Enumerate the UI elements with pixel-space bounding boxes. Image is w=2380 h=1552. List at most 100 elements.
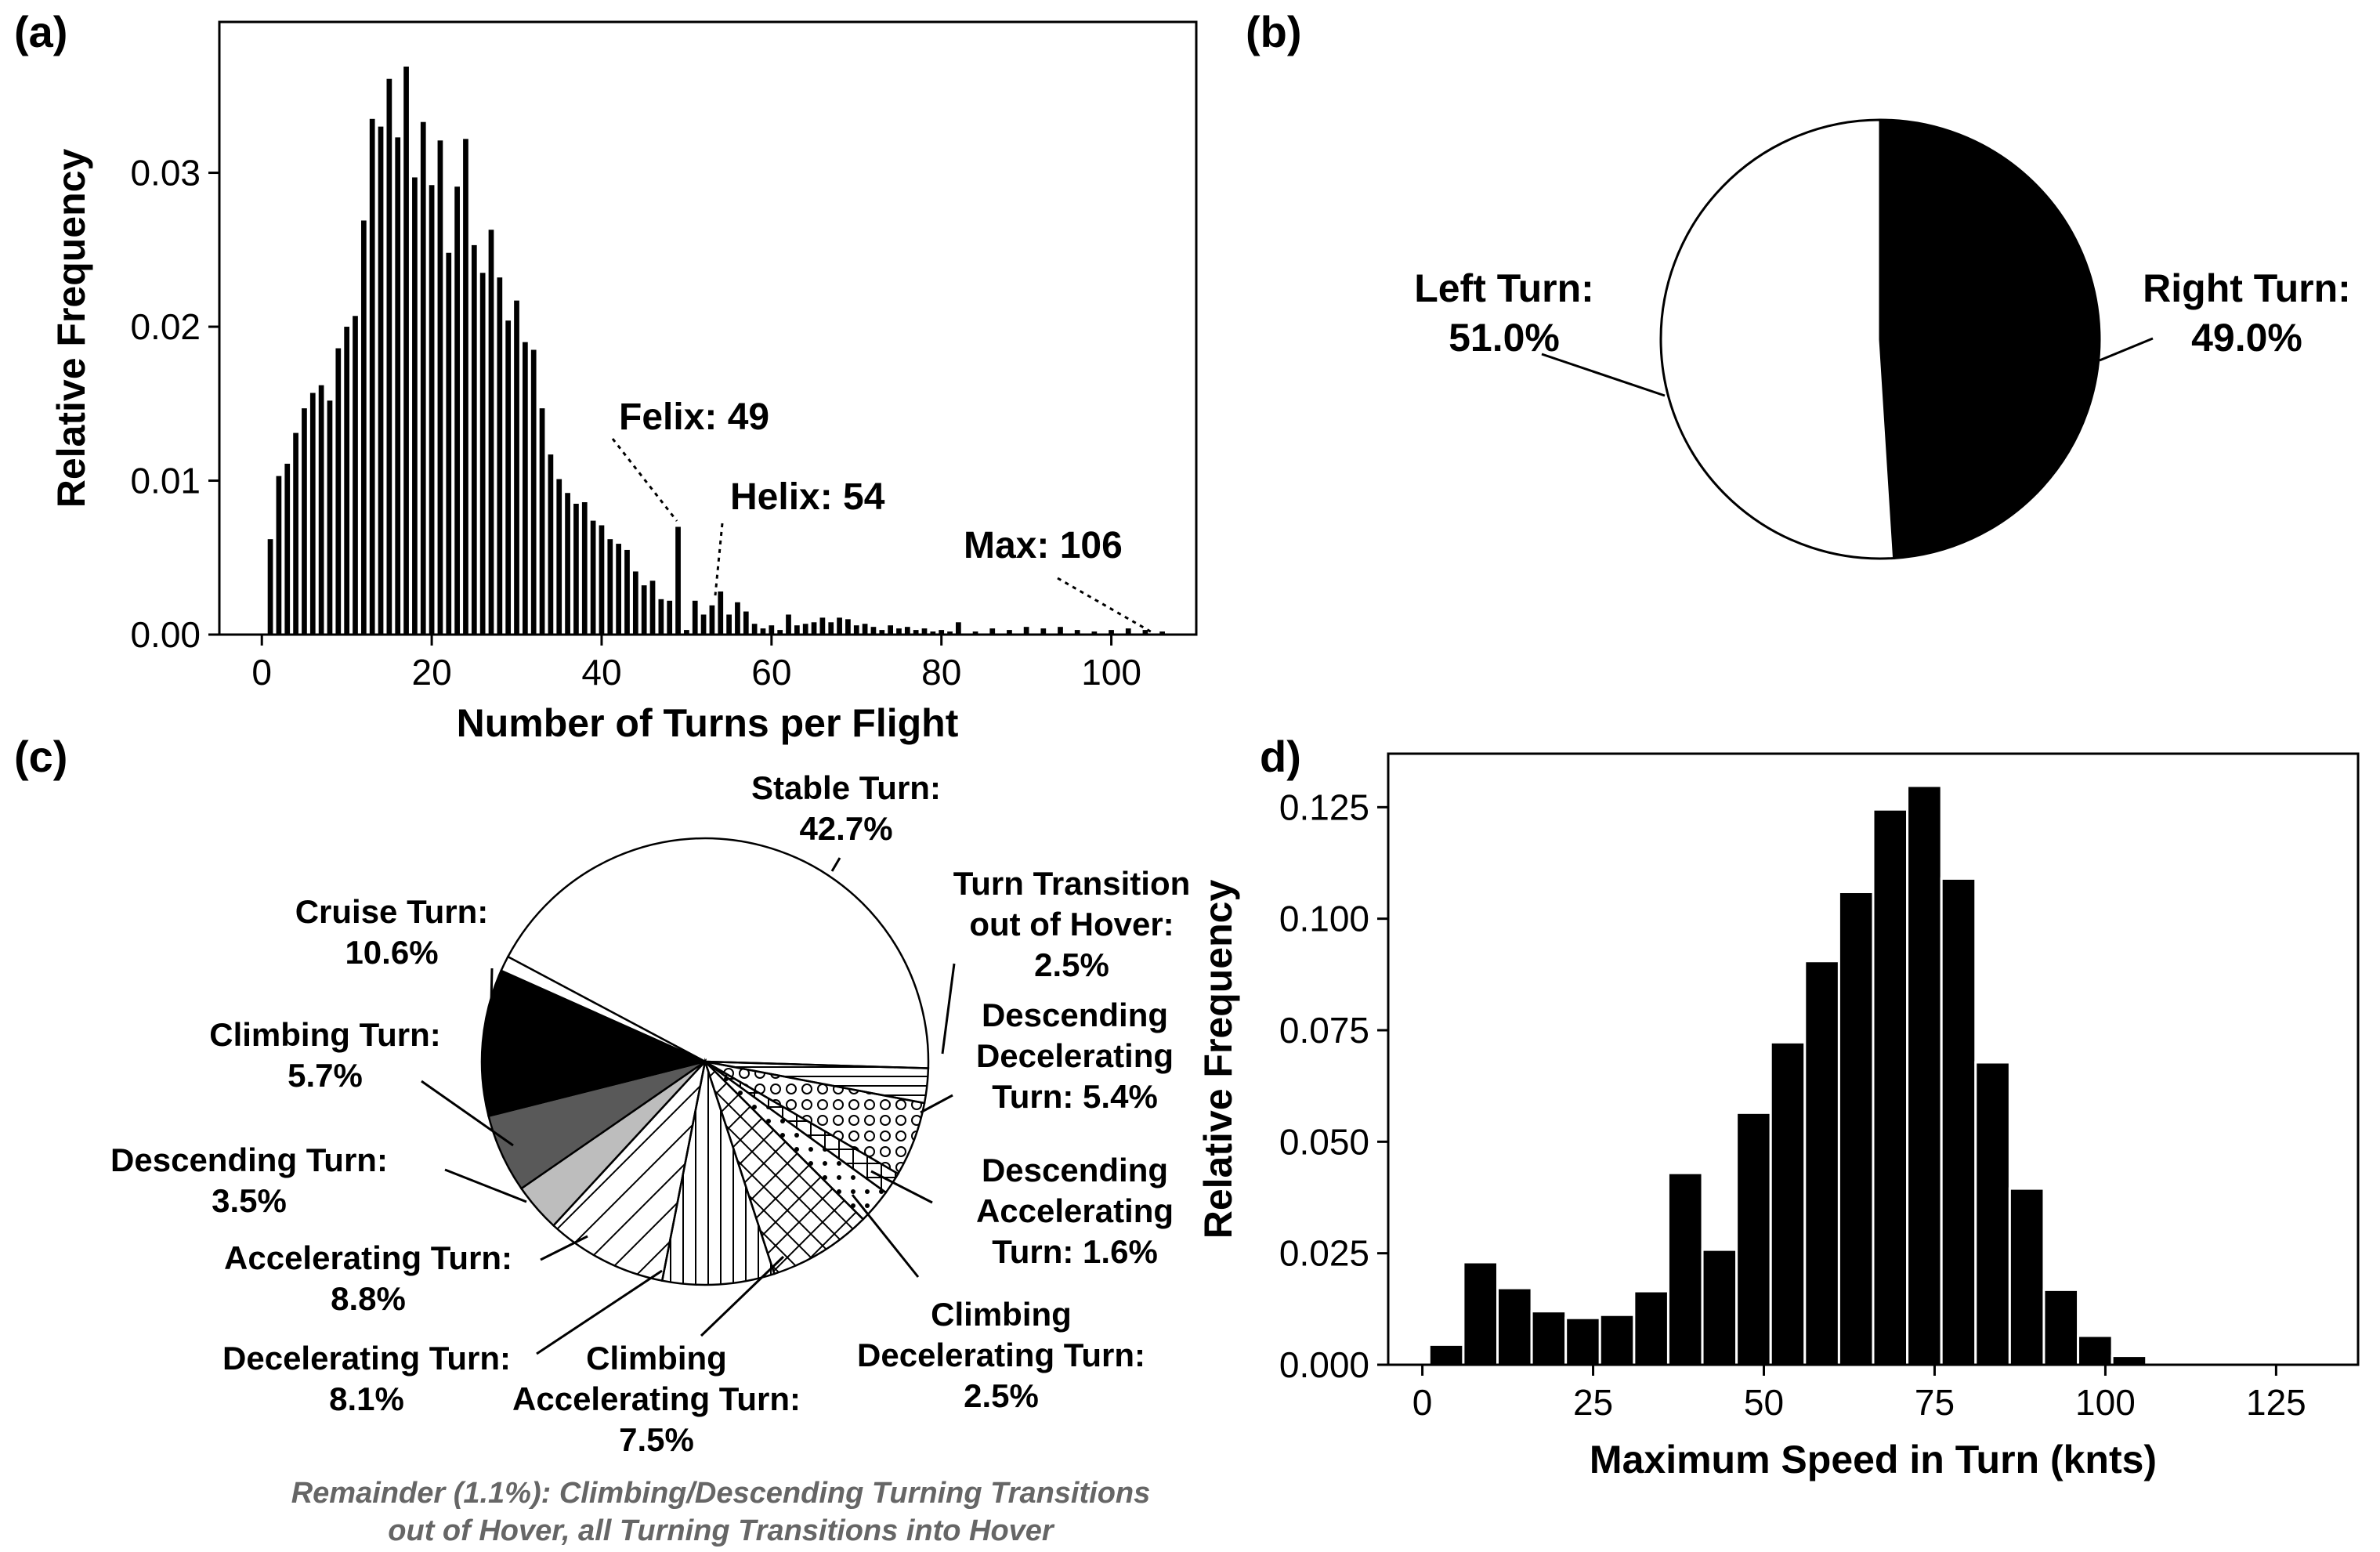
chart-a-ytick-label: 0.00 xyxy=(130,614,201,655)
chart-a-bar xyxy=(802,624,808,635)
chart-a-bar xyxy=(845,619,851,635)
label-desc-decel-2: Decelerating xyxy=(976,1037,1174,1074)
value-turn-transition: 2.5% xyxy=(1034,946,1109,983)
chart-a-bar xyxy=(1159,631,1165,635)
value-cruise-turn: 10.6% xyxy=(345,934,438,971)
pie-c-slice xyxy=(500,955,706,1063)
chart-a-bar xyxy=(972,631,978,635)
chart-a-xtick-label: 60 xyxy=(751,652,791,693)
chart-a-bar xyxy=(548,454,554,635)
left-turn-leader xyxy=(1541,353,1666,397)
label-turn-transition-1: Turn Transition xyxy=(953,865,1191,902)
value-climb-decel: 2.5% xyxy=(964,1377,1039,1414)
chart-a-bar xyxy=(530,349,537,635)
chart-d-xtick-label: 75 xyxy=(1915,1382,1955,1423)
label-climb-accel-2: Accelerating Turn: xyxy=(512,1380,801,1417)
label-turn-transition-2: out of Hover: xyxy=(969,906,1174,942)
pie-c-slice xyxy=(660,1058,776,1286)
chart-a-bar xyxy=(386,78,392,635)
chart-a-bar xyxy=(318,385,324,635)
chart-a-xlabel: Number of Turns per Flight xyxy=(457,701,959,745)
left-turn-label: Left Turn: xyxy=(1414,266,1594,310)
value-descending-turn: 3.5% xyxy=(212,1182,287,1219)
chart-a-bar xyxy=(412,177,418,635)
label-desc-decel-3: Turn: 5.4% xyxy=(992,1078,1158,1115)
chart-d-bar xyxy=(1598,1313,1636,1366)
annotation-felix: Felix: 49 xyxy=(619,396,769,438)
chart-d-bar xyxy=(1496,1286,1533,1366)
panel-label-c: (c) xyxy=(14,732,67,781)
chart-a-ytick-label: 0.03 xyxy=(130,153,201,194)
label-climbing-turn: Climbing Turn: xyxy=(209,1016,441,1053)
chart-d-bar xyxy=(1769,1040,1807,1366)
chart-d-bar xyxy=(1940,877,1977,1366)
chart-a-bar xyxy=(446,252,452,635)
chart-a-bar xyxy=(463,139,468,635)
pie-c-slice xyxy=(552,1058,707,1282)
chart-a-bar xyxy=(794,625,800,635)
remainder-note-line2: out of Hover, all Turning Transitions in… xyxy=(388,1514,1055,1547)
label-climb-decel-2: Decelerating Turn: xyxy=(857,1337,1145,1373)
chart-d-bar xyxy=(1633,1290,1669,1366)
right-turn-label: Right Turn: xyxy=(2143,266,2351,310)
label-desc-accel-1: Descending xyxy=(982,1152,1168,1188)
chart-a-bar xyxy=(581,502,588,635)
chart-a-xtick-label: 100 xyxy=(1081,652,1141,693)
leader-turn-transition-hover xyxy=(941,963,956,1055)
chart-a-bar xyxy=(675,526,681,635)
chart-d-ylabel: Relative Frequency xyxy=(1196,880,1240,1239)
chart-a-bar xyxy=(395,137,401,635)
chart-a-bar xyxy=(369,118,375,635)
chart-d-bar xyxy=(1564,1316,1601,1366)
pie-b-slice xyxy=(1879,118,2101,560)
chart-a-bar xyxy=(700,614,707,635)
chart-a-bar xyxy=(930,631,936,635)
chart-d-bar xyxy=(1462,1261,1499,1366)
panel-label-d: d) xyxy=(1260,732,1301,781)
label-desc-decel-1: Descending xyxy=(982,997,1168,1033)
chart-a-bar xyxy=(819,617,826,635)
chart-a-bar xyxy=(921,628,928,635)
annotation-helix: Helix: 54 xyxy=(730,476,885,518)
chart-d-bar xyxy=(1427,1343,1465,1366)
label-desc-accel-2: Accelerating xyxy=(976,1192,1174,1229)
leader-descending-decelerating xyxy=(920,1094,953,1114)
chart-a-bar xyxy=(523,342,528,635)
chart-a-bar xyxy=(429,185,435,635)
chart-d-xtick-label: 0 xyxy=(1412,1382,1433,1423)
chart-a-bar xyxy=(403,66,409,635)
chart-a-bar xyxy=(488,230,494,635)
chart-d: 0 25 50 75 100 125 0.000 0.025 0.050 0.075 0.100 0… xyxy=(1196,752,2360,1481)
chart-a-xtick-label: 40 xyxy=(581,652,621,693)
chart-a-bar xyxy=(454,186,460,635)
label-cruise-turn: Cruise Turn: xyxy=(295,893,489,930)
chart-a: 0 20 40 60 80 100 0.00 0.01 0.02 0.03 Number of … xyxy=(49,20,1198,745)
panel-label-b: (b) xyxy=(1246,7,1302,56)
pie-b-slice xyxy=(1659,118,1896,560)
chart-a-bar xyxy=(769,625,775,635)
chart-a-frame xyxy=(218,20,1198,636)
value-decelerating-turn: 8.1% xyxy=(329,1380,404,1417)
chart-c: Stable Turn: 42.7% Turn Transition out o… xyxy=(110,769,1190,1547)
left-turn-value: 51.0% xyxy=(1449,316,1560,360)
chart-a-bar xyxy=(360,220,367,635)
chart-a-bar xyxy=(267,539,273,635)
chart-d-bar xyxy=(1837,890,1875,1366)
chart-a-bar xyxy=(726,614,732,635)
label-desc-accel-3: Turn: 1.6% xyxy=(992,1233,1158,1270)
chart-a-bar xyxy=(658,599,664,635)
max-leader xyxy=(1057,577,1154,635)
chart-a-bar xyxy=(939,630,945,635)
chart-a-bar xyxy=(284,463,291,635)
chart-d-xlabel: Maximum Speed in Turn (knts) xyxy=(1590,1438,2157,1481)
chart-a-bar xyxy=(607,539,613,635)
chart-b: Left Turn: 51.0% Right Turn: 49.0% xyxy=(1414,118,2351,560)
chart-a-bar xyxy=(471,244,477,635)
value-stable-turn: 42.7% xyxy=(799,810,892,847)
chart-a-bar xyxy=(539,408,545,635)
chart-d-bar xyxy=(2008,1187,2045,1366)
leader-climbing-turn xyxy=(421,1080,514,1147)
label-climb-accel-1: Climbing xyxy=(586,1340,727,1377)
chart-a-bar xyxy=(989,628,996,635)
